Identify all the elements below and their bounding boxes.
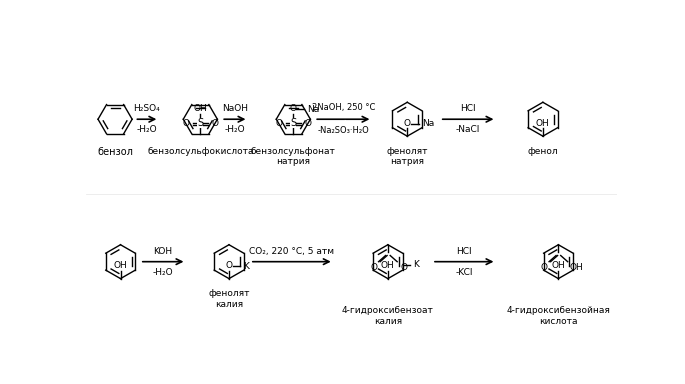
Text: O: O [225, 261, 232, 270]
Text: -Na₂SO₃·H₂O: -Na₂SO₃·H₂O [317, 126, 369, 135]
Text: S: S [290, 118, 297, 128]
Text: O: O [211, 119, 219, 128]
Text: O: O [400, 263, 408, 272]
Text: HCl: HCl [456, 247, 472, 255]
Text: H₂SO₄: H₂SO₄ [134, 104, 160, 113]
Text: фенол: фенол [527, 147, 558, 156]
Text: -NaCl: -NaCl [456, 126, 480, 134]
Text: Na: Na [308, 105, 319, 114]
Text: -H₂O: -H₂O [136, 126, 157, 134]
Text: K: K [412, 260, 419, 269]
Text: CO₂, 220 °C, 5 атм: CO₂, 220 °C, 5 атм [249, 247, 334, 255]
Text: бензолсульфонат
натрия: бензолсульфонат натрия [251, 147, 336, 166]
Text: O: O [370, 263, 377, 272]
Text: 2NaOH, 250 °C: 2NaOH, 250 °C [312, 103, 375, 112]
Text: OH: OH [114, 261, 127, 270]
Text: 4-гидроксибензоат
калия: 4-гидроксибензоат калия [342, 306, 434, 326]
Text: O: O [540, 263, 547, 272]
Text: O: O [290, 104, 297, 113]
Text: O: O [304, 119, 311, 128]
Text: OH: OH [569, 263, 583, 272]
Text: NaOH: NaOH [222, 104, 248, 113]
Text: OH: OH [536, 119, 550, 128]
Text: 4-гидроксибензойная
кислота: 4-гидроксибензойная кислота [506, 306, 610, 326]
Text: -KCl: -KCl [456, 268, 473, 277]
Text: Na: Na [422, 119, 434, 128]
Text: фенолят
натрия: фенолят натрия [386, 147, 428, 166]
Text: →: → [340, 116, 347, 125]
Text: фенолят
калия: фенолят калия [208, 290, 250, 309]
Text: S: S [197, 118, 203, 128]
Text: O: O [182, 119, 190, 128]
Text: HCl: HCl [460, 104, 476, 113]
Text: бензолсульфокислота: бензолсульфокислота [147, 147, 253, 156]
Text: -H₂O: -H₂O [225, 126, 245, 134]
Text: OH: OH [551, 261, 565, 270]
Text: -H₂O: -H₂O [153, 268, 173, 277]
Text: OH: OH [193, 104, 207, 113]
Text: O: O [403, 119, 411, 128]
Text: O: O [275, 119, 282, 128]
Text: бензол: бензол [97, 147, 133, 157]
Text: KOH: KOH [153, 247, 173, 255]
Text: OH: OH [381, 261, 395, 270]
Text: K: K [243, 262, 249, 271]
